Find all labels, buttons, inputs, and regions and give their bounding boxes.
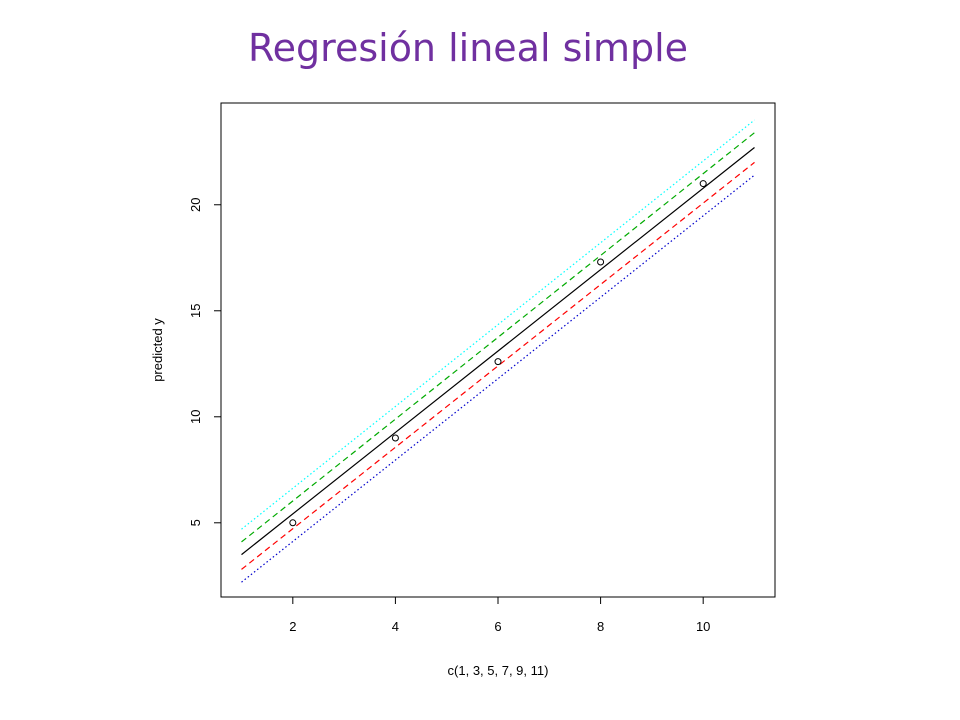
series-line-5 [241, 174, 755, 583]
series-line-4 [241, 161, 755, 570]
y-tick-label: 10 [188, 410, 203, 424]
slide-title: Regresión lineal simple [247, 26, 689, 70]
x-tick-label: 2 [289, 619, 296, 634]
series-line-3 [241, 147, 755, 556]
data-point [597, 258, 605, 266]
x-tick-label: 4 [392, 619, 399, 634]
x-tick-label: 6 [494, 619, 501, 634]
x-tick-label: 10 [696, 619, 710, 634]
series-line-2 [241, 132, 755, 543]
y-tick-label: 15 [188, 304, 203, 318]
y-tick-label: 5 [188, 519, 203, 526]
y-tick-label: 20 [188, 198, 203, 212]
data-point [699, 180, 707, 188]
x-axis-label: c(1, 3, 5, 7, 9, 11) [448, 663, 549, 678]
data-point [391, 434, 399, 442]
y-axis-label: predicted y [150, 318, 165, 382]
x-tick-label: 8 [597, 619, 604, 634]
plot-frame [220, 102, 776, 598]
data-point [289, 519, 297, 527]
series-line-1 [241, 119, 755, 530]
data-point [494, 358, 502, 366]
